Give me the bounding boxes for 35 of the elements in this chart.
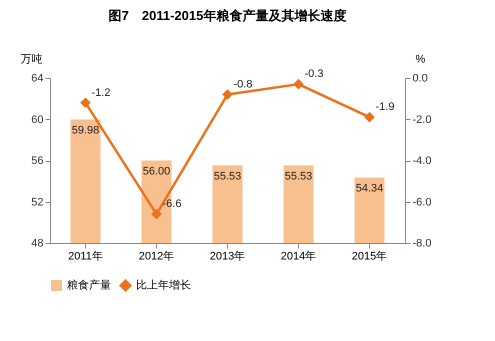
y2-axis-title: % [416, 54, 426, 66]
x-tick-label: 2014年 [280, 250, 316, 262]
y-tick-label: 48 [31, 238, 44, 250]
point [80, 98, 90, 108]
point [364, 112, 374, 122]
data-label: 55.53 [284, 170, 312, 182]
legend-label: 粮食产量 [67, 278, 111, 292]
data-label: -1.9 [376, 101, 394, 114]
y-tick-label: 60 [31, 114, 44, 126]
point [294, 79, 304, 90]
y-tick-label: 64 [31, 72, 44, 84]
data-label: -1.2 [92, 86, 110, 99]
point [222, 90, 232, 100]
data-label: -0.3 [304, 68, 324, 80]
y-tick-label: 52 [31, 196, 44, 208]
point [152, 209, 162, 219]
y2-tick-label: -2.0 [412, 114, 432, 126]
data-label: -0.8 [234, 78, 252, 90]
x-tick-label: 2011年 [68, 250, 103, 262]
y2-tick-label: -8.0 [412, 238, 432, 250]
data-label: 59.98 [72, 124, 100, 136]
data-label: 56.00 [142, 166, 170, 178]
x-tick-label: 2012年 [138, 250, 174, 262]
y-axis-title: 万吨 [20, 52, 42, 66]
y2-tick-label: -6.0 [412, 196, 432, 208]
legend-label: 比上年增长 [136, 278, 191, 292]
y2-tick-label: 0.0 [412, 72, 428, 84]
x-tick-label: 2013年 [210, 250, 246, 262]
data-label: 54.34 [356, 182, 384, 195]
data-label: 55.53 [214, 170, 242, 182]
y-tick-label: 56 [31, 155, 44, 167]
chart-title: 图7 2011-2015年粮食产量及其增长速度 [108, 8, 346, 23]
y2-tick-label: -4.0 [412, 155, 432, 167]
data-label: -6.6 [162, 198, 182, 210]
x-tick-label: 2015年 [352, 250, 388, 262]
